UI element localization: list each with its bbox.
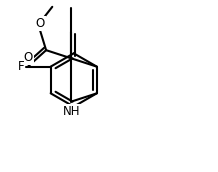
Text: F: F: [17, 60, 24, 73]
Text: O: O: [24, 51, 33, 64]
Text: NH: NH: [63, 105, 80, 118]
Text: O: O: [35, 17, 45, 30]
